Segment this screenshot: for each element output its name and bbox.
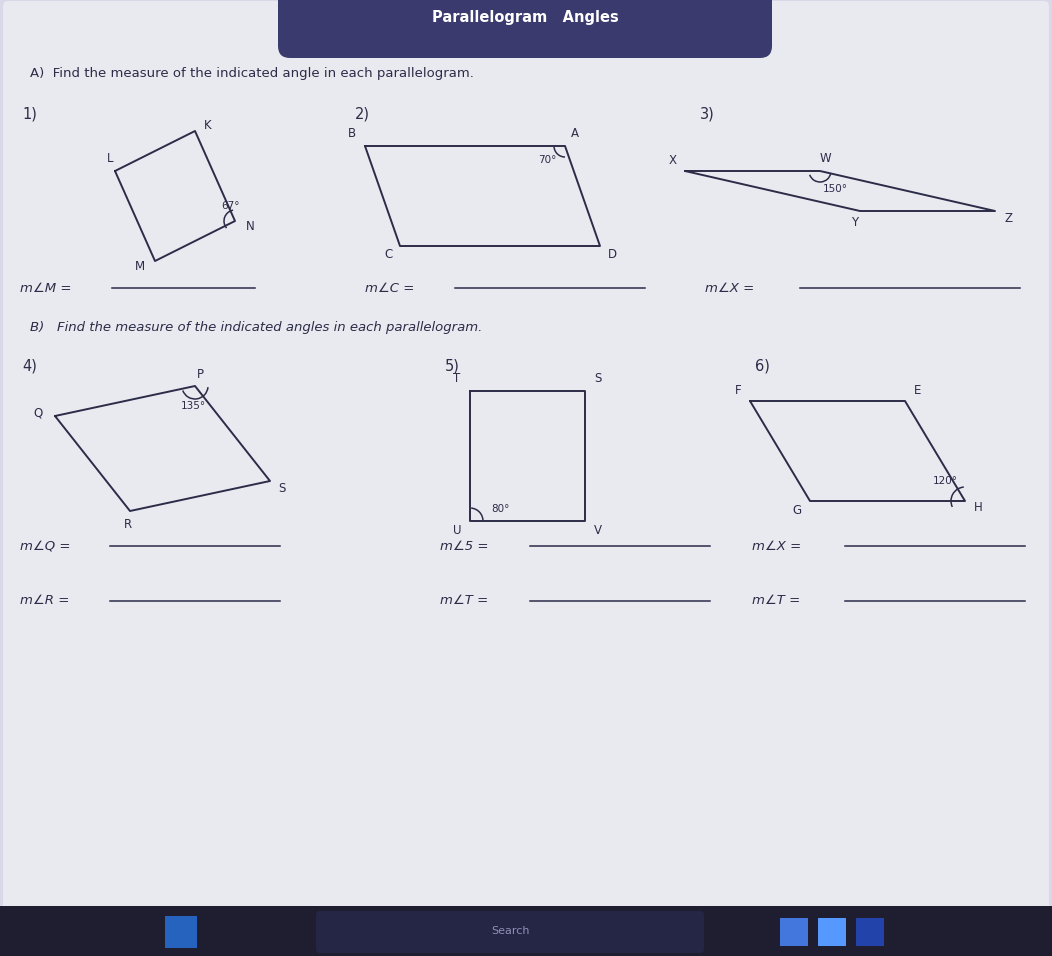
Bar: [780, 918, 808, 946]
Text: m∠M =: m∠M =: [20, 281, 72, 294]
Text: m∠Q =: m∠Q =: [20, 539, 70, 553]
Bar: [165, 916, 197, 948]
Bar: [818, 918, 846, 946]
Text: m∠R =: m∠R =: [20, 595, 69, 607]
Text: A)  Find the measure of the indicated angle in each parallelogram.: A) Find the measure of the indicated ang…: [31, 68, 473, 80]
Text: F: F: [734, 384, 742, 398]
Text: 80°: 80°: [491, 504, 509, 514]
Text: T: T: [453, 373, 461, 385]
Text: m∠C =: m∠C =: [365, 281, 414, 294]
Text: R: R: [124, 517, 133, 531]
Bar: [856, 918, 884, 946]
Text: 3): 3): [700, 106, 714, 121]
Text: B: B: [348, 127, 356, 141]
Text: N: N: [245, 220, 255, 232]
Text: m∠T =: m∠T =: [440, 595, 488, 607]
Text: D: D: [607, 248, 616, 260]
Text: 70°: 70°: [538, 155, 557, 165]
Text: 67°: 67°: [221, 201, 239, 211]
Bar: [0, 906, 1052, 956]
Text: m∠T =: m∠T =: [752, 595, 801, 607]
Text: 1): 1): [22, 106, 37, 121]
Text: m∠5 =: m∠5 =: [440, 539, 488, 553]
Text: K: K: [204, 120, 211, 133]
FancyBboxPatch shape: [3, 1, 1049, 916]
Text: P: P: [197, 367, 203, 380]
Text: Y: Y: [851, 216, 858, 229]
Text: S: S: [594, 373, 602, 385]
Text: B)   Find the measure of the indicated angles in each parallelogram.: B) Find the measure of the indicated ang…: [31, 321, 483, 335]
Text: 120°: 120°: [932, 476, 957, 486]
Text: 2): 2): [355, 106, 370, 121]
Text: Parallelogram   Angles: Parallelogram Angles: [431, 11, 619, 26]
Text: 4): 4): [22, 358, 37, 374]
Text: W: W: [820, 153, 831, 165]
Text: M: M: [135, 259, 145, 272]
Text: Z: Z: [1004, 211, 1012, 225]
Text: m∠X =: m∠X =: [705, 281, 754, 294]
Text: 150°: 150°: [823, 184, 848, 194]
Text: G: G: [792, 505, 802, 517]
Text: 135°: 135°: [181, 401, 205, 411]
Text: Q: Q: [34, 406, 43, 420]
FancyBboxPatch shape: [278, 0, 772, 58]
Text: m∠X =: m∠X =: [752, 539, 802, 553]
Text: X: X: [669, 155, 677, 167]
Text: 6): 6): [755, 358, 770, 374]
Text: L: L: [106, 151, 114, 164]
Text: U: U: [452, 525, 461, 537]
Text: V: V: [594, 525, 602, 537]
FancyBboxPatch shape: [316, 911, 704, 953]
Text: E: E: [914, 384, 922, 398]
Text: C: C: [384, 248, 392, 260]
Text: H: H: [973, 502, 983, 514]
Text: Search: Search: [490, 926, 529, 937]
Text: 5): 5): [445, 358, 460, 374]
Text: S: S: [279, 482, 286, 494]
Text: A: A: [571, 127, 579, 141]
